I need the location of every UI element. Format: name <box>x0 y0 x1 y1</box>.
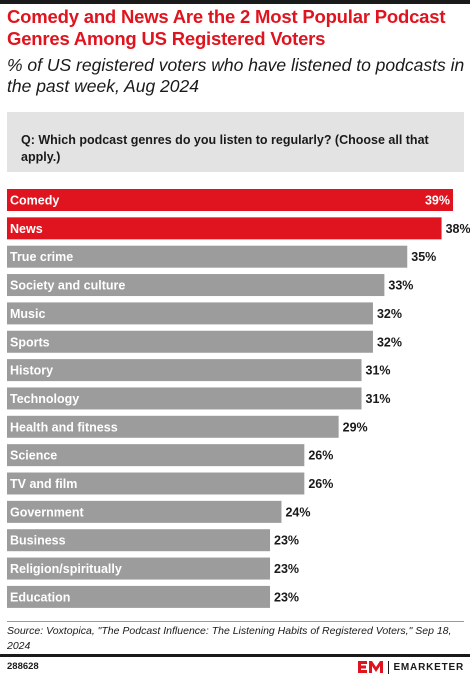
bar-label-health-and-fitness: Health and fitness <box>10 420 118 434</box>
bar-label-tv-and-film: TV and film <box>10 477 77 491</box>
chart-title: Comedy and News Are the 2 Most Popular P… <box>7 6 446 49</box>
bar-label-history: History <box>10 364 53 378</box>
bar-label-technology: Technology <box>10 392 79 406</box>
value-label-education: 23% <box>274 590 299 604</box>
brand-name: EMARKETER <box>393 661 464 673</box>
question-text: Q: Which podcast genres do you listen to… <box>21 133 429 164</box>
bar-label-sports: Sports <box>10 335 50 349</box>
bar-tv-and-film <box>7 472 305 495</box>
bar-label-government: Government <box>10 505 84 519</box>
bar-music <box>7 302 373 325</box>
bar-label-news: News <box>10 222 43 236</box>
bar-religion-spiritually <box>7 557 271 580</box>
bar-label-society-and-culture: Society and culture <box>10 279 125 293</box>
chart-subtitle: % of US registered voters who have liste… <box>7 55 465 96</box>
bar-chart: Comedy 39% News 38% True crime 35% Society and… <box>0 186 470 611</box>
footer-rule <box>0 654 470 657</box>
value-label-technology: 31% <box>366 392 391 406</box>
bar-label-music: Music <box>10 307 45 321</box>
value-label-comedy: 39% <box>425 194 450 208</box>
bar-society-and-culture <box>7 274 385 297</box>
bar-label-science: Science <box>10 449 57 463</box>
bar-technology <box>7 387 362 410</box>
bar-label-business: Business <box>10 534 66 548</box>
value-label-society-and-culture: 33% <box>388 279 413 293</box>
bar-true-crime <box>7 245 408 268</box>
top-rule <box>0 0 470 4</box>
value-label-religion-spiritually: 23% <box>274 562 299 576</box>
bar-label-true-crime: True crime <box>10 250 73 264</box>
bar-government <box>7 500 282 523</box>
bar-news <box>7 217 442 240</box>
bar-sports <box>7 330 373 353</box>
question-box: Q: Which podcast genres do you listen to… <box>7 112 464 172</box>
brand-divider <box>388 660 390 674</box>
chart-id: 288628 <box>7 661 39 672</box>
bar-science <box>7 444 305 467</box>
source-divider <box>7 621 464 622</box>
value-label-news: 38% <box>446 222 470 236</box>
value-label-business: 23% <box>274 534 299 548</box>
bar-label-education: Education <box>10 590 70 604</box>
value-label-government: 24% <box>285 505 310 519</box>
em-logo-icon <box>358 661 384 673</box>
bar-history <box>7 359 362 382</box>
value-label-sports: 32% <box>377 335 402 349</box>
value-label-history: 31% <box>366 364 391 378</box>
bar-label-religion-spiritually: Religion/spiritually <box>10 562 122 576</box>
bar-label-comedy: Comedy <box>10 194 59 208</box>
value-label-science: 26% <box>308 449 333 463</box>
bar-chart-svg: Comedy 39% News 38% True crime 35% Society and… <box>7 189 470 608</box>
brand-logo: EMARKETER <box>358 659 464 675</box>
bar-education <box>7 585 271 608</box>
source-note: Source: Voxtopica, "The Podcast Influenc… <box>7 625 452 652</box>
bar-business <box>7 529 271 552</box>
bar-comedy <box>7 189 453 211</box>
value-label-music: 32% <box>377 307 402 321</box>
value-label-tv-and-film: 26% <box>308 477 333 491</box>
value-label-health-and-fitness: 29% <box>343 420 368 434</box>
bar-health-and-fitness <box>7 415 339 438</box>
value-label-true-crime: 35% <box>411 250 436 264</box>
